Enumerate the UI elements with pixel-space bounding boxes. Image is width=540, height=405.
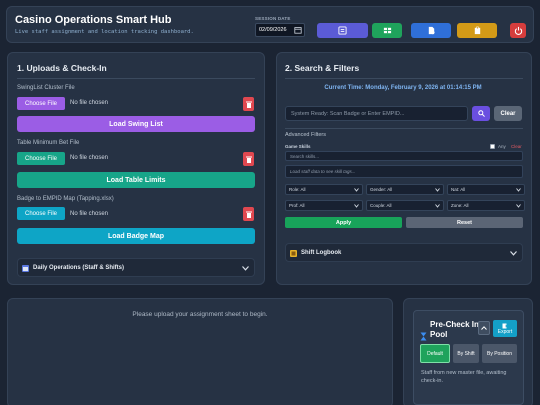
calendar-icon[interactable] — [294, 26, 302, 34]
daily-operations-label: Daily Operations (Staff & Shifts) — [33, 265, 125, 271]
swinglist-delete-button[interactable] — [243, 97, 254, 111]
table-min-choose-file-button[interactable]: Choose File — [17, 152, 65, 165]
pool-collapse-button[interactable] — [478, 321, 490, 335]
hourglass-icon — [420, 332, 427, 341]
export-button[interactable]: Export — [493, 320, 517, 337]
chevron-down-icon — [354, 204, 359, 208]
trash-icon — [245, 101, 252, 108]
export-icon — [502, 323, 508, 328]
sort-default-button[interactable]: Default — [420, 344, 450, 363]
gender-select[interactable]: Gender: All — [366, 184, 444, 195]
app-title: Casino Operations Smart Hub — [15, 14, 172, 26]
daily-operations-accordion[interactable]: Daily Operations (Staff & Shifts) — [17, 258, 255, 277]
swinglist-label: SwingList Cluster File — [17, 85, 75, 91]
skills-tag-area: Load staff data to see skill tags... — [285, 165, 523, 178]
table-min-label: Table Minimum Bet File — [17, 140, 80, 146]
report-button[interactable] — [411, 23, 451, 38]
report-icon — [428, 26, 435, 35]
swing-list-view-button[interactable] — [317, 23, 368, 38]
session-date-label: SESSION DATE — [255, 16, 291, 21]
game-skills-label: Game Skills — [285, 144, 311, 149]
chevron-down-icon — [435, 204, 440, 208]
chevron-down-icon — [242, 266, 249, 271]
swinglist-file-status: No file chosen — [70, 100, 109, 106]
export-label: Export — [497, 328, 513, 335]
advanced-filters-label: Advanced Filters — [285, 132, 326, 138]
trash-icon — [245, 156, 252, 163]
load-badge-map-button[interactable]: Load Badge Map — [17, 228, 255, 244]
filters-divider — [285, 128, 523, 129]
chevron-down-icon — [435, 188, 440, 192]
empty-state-message: Please upload your assignment sheet to b… — [132, 311, 268, 318]
session-date-value: 02/09/2026 — [259, 27, 287, 33]
load-table-limits-button[interactable]: Load Table Limits — [17, 172, 255, 188]
power-button[interactable] — [510, 23, 526, 38]
load-swing-list-button[interactable]: Load Swing List — [17, 116, 255, 132]
chevron-down-icon — [354, 188, 359, 192]
zone-select-value: Zone: All — [451, 203, 469, 208]
clear-skills-link[interactable]: Clear — [511, 144, 522, 149]
power-icon — [514, 26, 522, 35]
calendar-icon — [22, 265, 29, 272]
chevron-down-icon — [516, 188, 521, 192]
swinglist-choose-file-button[interactable]: Choose File — [17, 97, 65, 110]
couple-select[interactable]: Couple: All — [366, 200, 444, 211]
app-header: Casino Operations Smart Hub Live staff a… — [6, 6, 534, 43]
search-input[interactable] — [285, 106, 468, 121]
clear-search-button[interactable]: Clear — [494, 106, 522, 121]
assignment-panel — [7, 298, 393, 405]
search-title: 2. Search & Filters — [285, 63, 360, 73]
clipboard-button[interactable] — [457, 23, 497, 38]
app-subtitle: Live staff assignment and location track… — [15, 29, 194, 35]
apply-filters-button[interactable]: Apply — [285, 217, 402, 228]
gender-select-value: Gender: All — [370, 187, 393, 192]
nationality-select[interactable]: Nat: All — [447, 184, 525, 195]
uploads-title: 1. Uploads & Check-In — [17, 63, 107, 73]
nationality-select-value: Nat: All — [451, 187, 466, 192]
reset-filters-button[interactable]: Reset — [406, 217, 523, 228]
proficiency-select[interactable]: Prof: All — [285, 200, 363, 211]
list-icon — [338, 26, 347, 35]
badge-map-choose-file-button[interactable]: Choose File — [17, 207, 65, 220]
table-min-file-status: No file chosen — [70, 155, 109, 161]
shift-logbook-label: Shift Logbook — [301, 250, 342, 256]
current-time: Current Time: Monday, February 9, 2026 a… — [324, 85, 482, 91]
chevron-down-icon — [516, 204, 521, 208]
badge-map-file-status: No file chosen — [70, 211, 109, 217]
proficiency-select-value: Prof: All — [289, 203, 305, 208]
table-min-delete-button[interactable] — [243, 152, 254, 166]
role-select[interactable]: Role: All — [285, 184, 363, 195]
uploads-divider — [17, 78, 255, 79]
any-checkbox[interactable] — [490, 144, 495, 149]
chevron-down-icon — [510, 251, 517, 256]
search-icon — [477, 110, 485, 117]
badge-map-delete-button[interactable] — [243, 207, 254, 221]
session-date-input[interactable]: 02/09/2026 — [255, 23, 305, 37]
pool-title: Pre-Check In Pool — [430, 320, 479, 339]
search-button[interactable] — [472, 106, 490, 121]
trash-icon — [245, 211, 252, 218]
shift-logbook-accordion[interactable]: Shift Logbook — [285, 243, 523, 262]
zone-select[interactable]: Zone: All — [447, 200, 525, 211]
clipboard-icon — [474, 26, 480, 35]
search-divider — [285, 78, 523, 79]
chevron-up-icon — [481, 326, 487, 330]
uploads-panel — [7, 52, 265, 285]
couple-select-value: Couple: All — [370, 203, 392, 208]
sort-by-position-button[interactable]: By Position — [482, 344, 517, 363]
table-icon — [383, 27, 391, 34]
logbook-icon — [290, 250, 297, 257]
role-select-value: Role: All — [289, 187, 306, 192]
badge-map-label: Badge to EMPID Map (Tapping.xlsx) — [17, 196, 114, 202]
any-label: Any — [498, 144, 506, 149]
pool-note: Staff from new master file, awaiting che… — [421, 370, 507, 384]
sort-by-shift-button[interactable]: By Shift — [453, 344, 479, 363]
skills-search-input[interactable]: Search skills... — [285, 151, 523, 161]
table-view-button[interactable] — [372, 23, 402, 38]
